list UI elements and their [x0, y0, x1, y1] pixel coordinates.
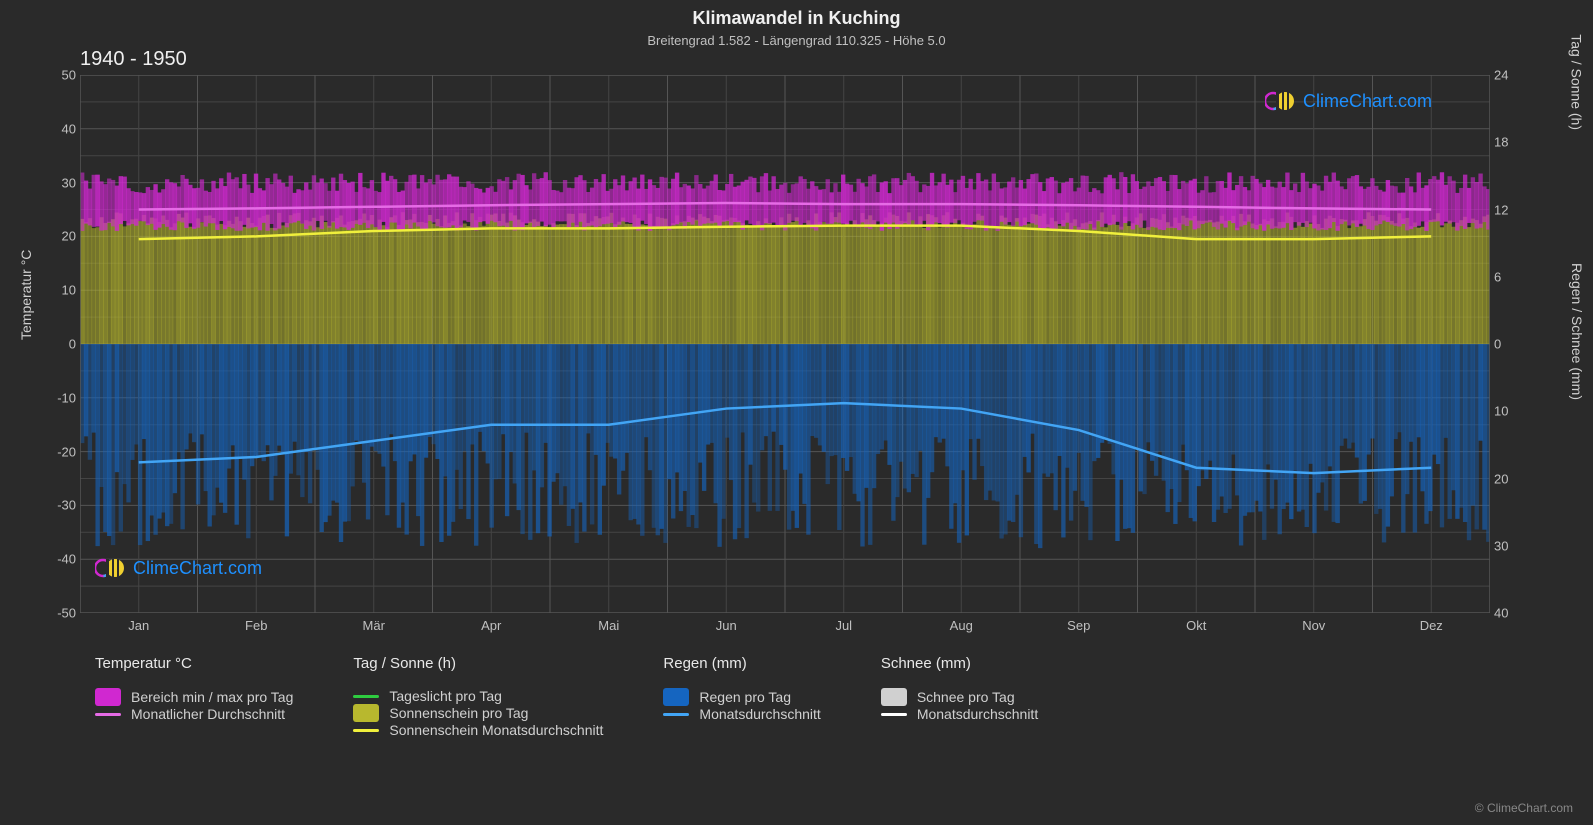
y2-tick: 24	[1494, 68, 1508, 83]
chart-subtitle: Breitengrad 1.582 - Längengrad 110.325 -…	[0, 33, 1593, 48]
x-tick: Jan	[128, 618, 149, 633]
legend-col-temp: Temperatur °C Bereich min / max pro TagM…	[95, 655, 293, 738]
legend-label: Monatsdurchschnitt	[917, 706, 1038, 722]
legend-swatch	[881, 713, 907, 716]
y1-tick: -20	[40, 444, 76, 459]
legend-col-snow: Schnee (mm) Schnee pro TagMonatsdurchsch…	[881, 655, 1038, 738]
watermark-text: ClimeChart.com	[1303, 91, 1432, 112]
chart-svg	[80, 75, 1490, 613]
y1-axis-label: Temperatur °C	[18, 250, 34, 340]
legend-label: Sonnenschein pro Tag	[389, 705, 528, 721]
y1-tick: 0	[40, 337, 76, 352]
y1-tick: 10	[40, 283, 76, 298]
watermark-text: ClimeChart.com	[133, 558, 262, 579]
legend-item: Monatsdurchschnitt	[663, 706, 820, 722]
legend-header: Tag / Sonne (h)	[353, 655, 603, 672]
watermark-top: ClimeChart.com	[1265, 90, 1432, 112]
legend-item: Tageslicht pro Tag	[353, 688, 603, 704]
y1-tick: -30	[40, 498, 76, 513]
y2-tick: 10	[1494, 404, 1508, 419]
y1-tick: -10	[40, 390, 76, 405]
legend-label: Tageslicht pro Tag	[389, 688, 502, 704]
y2-bottom-axis-label: Regen / Schnee (mm)	[1569, 263, 1585, 400]
legend-header: Schnee (mm)	[881, 655, 1038, 672]
y2-top-axis-label: Tag / Sonne (h)	[1569, 34, 1585, 130]
y2-tick-container: 0612182410203040	[1494, 75, 1524, 613]
y2-tick: 30	[1494, 538, 1508, 553]
legend-label: Regen pro Tag	[699, 689, 791, 705]
y2-tick: 40	[1494, 606, 1508, 621]
legend-label: Sonnenschein Monatsdurchschnitt	[389, 722, 603, 738]
legend-swatch	[353, 695, 379, 698]
x-tick: Sep	[1067, 618, 1090, 633]
y2-tick: 20	[1494, 471, 1508, 486]
legend-item: Bereich min / max pro Tag	[95, 688, 293, 706]
legend-col-rain: Regen (mm) Regen pro TagMonatsdurchschni…	[663, 655, 820, 738]
x-tick: Aug	[950, 618, 973, 633]
y2-tick: 6	[1494, 269, 1501, 284]
x-tick: Apr	[481, 618, 501, 633]
y1-tick: -40	[40, 552, 76, 567]
legend-col-sun: Tag / Sonne (h) Tageslicht pro TagSonnen…	[353, 655, 603, 738]
x-tick: Mai	[598, 618, 619, 633]
legend-swatch	[95, 688, 121, 706]
period-label: 1940 - 1950	[80, 48, 187, 71]
legend-item: Sonnenschein pro Tag	[353, 704, 603, 722]
legend-label: Bereich min / max pro Tag	[131, 689, 293, 705]
y1-tick: 50	[40, 68, 76, 83]
legend-header: Temperatur °C	[95, 655, 293, 672]
legend-swatch	[881, 688, 907, 706]
chart-plot-area	[80, 75, 1490, 613]
y2-tick: 12	[1494, 202, 1508, 217]
x-tick: Okt	[1186, 618, 1206, 633]
y1-tick: -50	[40, 606, 76, 621]
legend-label: Monatsdurchschnitt	[699, 706, 820, 722]
x-tick: Jun	[716, 618, 737, 633]
y1-tick: 40	[40, 121, 76, 136]
x-tick: Dez	[1420, 618, 1443, 633]
chart-title: Klimawandel in Kuching	[0, 0, 1593, 29]
y1-tick: 20	[40, 229, 76, 244]
legend: Temperatur °C Bereich min / max pro TagM…	[95, 655, 1495, 738]
legend-item: Schnee pro Tag	[881, 688, 1038, 706]
watermark-bottom: ClimeChart.com	[95, 557, 262, 579]
x-tick: Jul	[835, 618, 852, 633]
legend-swatch	[353, 704, 379, 722]
y2-tick: 0	[1494, 337, 1501, 352]
legend-header: Regen (mm)	[663, 655, 820, 672]
watermark-icon	[1265, 90, 1295, 112]
x-tick: Feb	[245, 618, 267, 633]
x-tick: Nov	[1302, 618, 1325, 633]
legend-item: Sonnenschein Monatsdurchschnitt	[353, 722, 603, 738]
legend-swatch	[95, 713, 121, 716]
legend-item: Monatlicher Durchschnitt	[95, 706, 293, 722]
y1-tick-container: -50-40-30-20-1001020304050	[40, 75, 76, 613]
copyright: © ClimeChart.com	[1475, 801, 1573, 815]
legend-item: Monatsdurchschnitt	[881, 706, 1038, 722]
y2-tick: 18	[1494, 135, 1508, 150]
legend-swatch	[663, 713, 689, 716]
y1-tick: 30	[40, 175, 76, 190]
legend-label: Schnee pro Tag	[917, 689, 1015, 705]
x-tick: Mär	[363, 618, 385, 633]
watermark-icon	[95, 557, 125, 579]
legend-item: Regen pro Tag	[663, 688, 820, 706]
legend-swatch	[353, 729, 379, 732]
legend-label: Monatlicher Durchschnitt	[131, 706, 285, 722]
x-tick-container: Jan Feb Mär Apr Mai Jun Jul Aug Sep Okt Nov Dez	[80, 618, 1490, 638]
legend-swatch	[663, 688, 689, 706]
